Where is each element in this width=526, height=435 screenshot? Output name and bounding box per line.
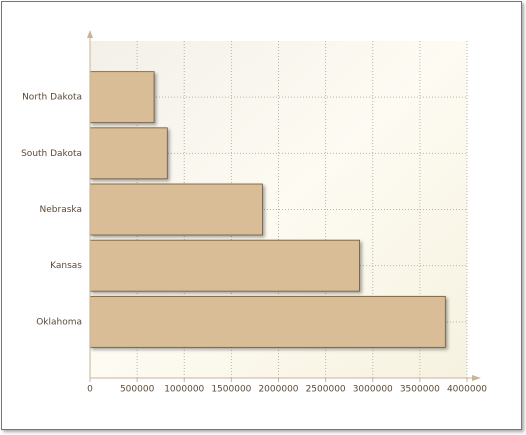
bar [89, 71, 155, 124]
x-tick-label: 0 [87, 385, 93, 395]
x-tick-label: 2500000 [306, 385, 346, 395]
x-tick-label: 1000000 [164, 385, 204, 395]
x-tick-label: 1500000 [211, 385, 251, 395]
bar [89, 239, 360, 292]
bar [89, 295, 446, 348]
y-tick-label: Nebraska [40, 205, 82, 215]
y-tick-label: South Dakota [21, 149, 82, 159]
x-tick-label: 500000 [120, 385, 155, 395]
bar [89, 127, 168, 180]
x-axis-arrow [472, 375, 481, 381]
y-tick-label: Oklahoma [36, 317, 82, 327]
x-tick-label: 3000000 [353, 385, 393, 395]
y-axis-arrow [87, 30, 93, 38]
y-tick-label: Kansas [50, 261, 82, 271]
x-tick-label: 3500000 [400, 385, 440, 395]
x-tick-label: 2000000 [258, 385, 298, 395]
bar [89, 183, 263, 236]
y-tick-label: North Dakota [22, 93, 82, 103]
x-tick-label: 4000000 [447, 385, 487, 395]
